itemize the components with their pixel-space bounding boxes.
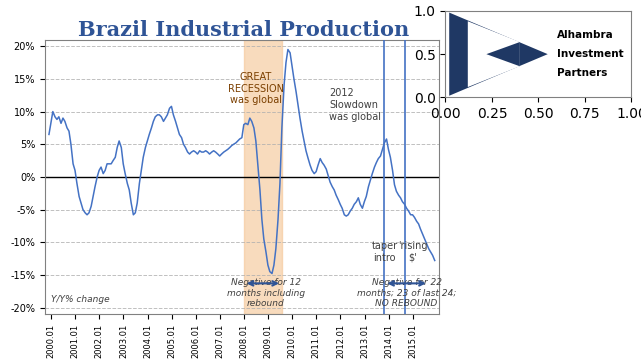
Text: GREAT
RECESSION
was global: GREAT RECESSION was global [228, 72, 284, 105]
Text: taper
intro: taper intro [371, 241, 397, 263]
Text: Negative for 22
months; 23 of last 24;
NO REBOUND: Negative for 22 months; 23 of last 24; N… [357, 278, 456, 308]
Polygon shape [487, 42, 520, 66]
Polygon shape [468, 21, 520, 87]
Polygon shape [449, 13, 547, 96]
Text: Negative for 12
months including
rebound: Negative for 12 months including rebound [227, 278, 305, 308]
Text: Investment: Investment [557, 49, 624, 59]
Bar [244, 40, 282, 314]
Text: Y/Y% change: Y/Y% change [51, 295, 110, 304]
Text: Brazil Industrial Production: Brazil Industrial Production [78, 20, 409, 40]
Text: 2012
Slowdown
was global: 2012 Slowdown was global [329, 88, 381, 122]
Text: Alhambra: Alhambra [557, 30, 614, 40]
Text: 'rising
$': 'rising $' [398, 241, 428, 263]
Text: Partners: Partners [557, 68, 608, 78]
